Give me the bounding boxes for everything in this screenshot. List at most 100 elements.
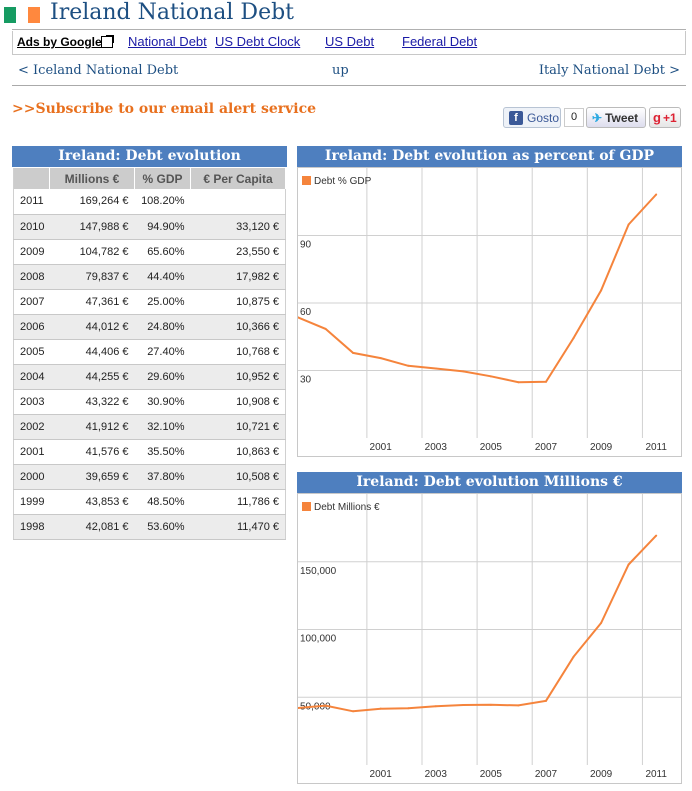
table-title: Ireland: Debt evolution	[12, 146, 287, 167]
row-per-capita: 10,768 €	[190, 339, 286, 365]
row-millions: 42,081 €	[49, 514, 135, 540]
table-header-row: Millions € % GDP € Per Capita	[13, 168, 286, 189]
data-point	[489, 375, 492, 378]
row-gdp: 24.80%	[134, 314, 191, 340]
row-millions: 39,659 €	[49, 464, 135, 490]
subscribe-link[interactable]: >>Subscribe to our email alert service	[12, 101, 317, 117]
prev-country-link[interactable]: < Iceland National Debt	[18, 63, 179, 78]
data-point	[655, 534, 658, 537]
data-point	[379, 357, 382, 360]
table-body: 2011 169,264 €108.20% 2010 147,988 €94.90% 3…	[13, 189, 286, 540]
data-point	[379, 707, 382, 710]
data-point	[655, 193, 658, 196]
tweet-button[interactable]: ✈ Tweet	[586, 107, 646, 128]
chart-millions: 150,000 100,000 50,000 2001 2003 2005 2007 2009…	[297, 493, 682, 784]
ad-link-federal-debt[interactable]: Federal Debt	[402, 34, 478, 49]
row-gdp: 25.00%	[134, 289, 191, 315]
x-tick-label: 2007	[535, 769, 558, 780]
ad-link-national-debt[interactable]: National Debt	[128, 34, 207, 49]
table-row: 2003 43,322 €30.90% 10,908 €	[13, 389, 286, 415]
data-point	[407, 707, 410, 710]
external-link-icon[interactable]	[101, 35, 114, 48]
row-millions: 47,361 €	[49, 289, 135, 315]
column-header-year	[13, 168, 50, 189]
row-millions: 79,837 €	[49, 264, 135, 290]
tweet-label: Tweet	[605, 110, 639, 125]
chart-gdp-title: Ireland: Debt evolution as percent of GD…	[297, 146, 682, 167]
up-link[interactable]: up	[332, 63, 349, 78]
data-point	[297, 706, 299, 709]
table-row: 2010 147,988 €94.90% 33,120 €	[13, 214, 286, 240]
row-gdp: 44.40%	[134, 264, 191, 290]
row-year: 2009	[13, 239, 50, 265]
twitter-bird-icon: ✈	[592, 110, 603, 125]
data-point	[517, 381, 520, 384]
legend-label: Debt % GDP	[314, 176, 372, 187]
facebook-like-button[interactable]: f Gosto	[503, 107, 561, 128]
data-point	[517, 704, 520, 707]
row-gdp: 32.10%	[134, 414, 191, 440]
row-year: 2000	[13, 464, 50, 490]
column-header-millions: Millions €	[49, 168, 135, 189]
data-point	[627, 223, 630, 226]
ad-link-us-debt-clock[interactable]: US Debt Clock	[215, 34, 301, 49]
row-per-capita: 23,550 €	[190, 239, 286, 265]
x-tick-label: 2007	[535, 442, 558, 453]
row-gdp: 37.80%	[134, 464, 191, 490]
x-tick-label: 2003	[425, 769, 448, 780]
legend-label: Debt Millions €	[314, 502, 380, 513]
row-per-capita: 17,982 €	[190, 264, 286, 290]
row-year: 2002	[13, 414, 50, 440]
table-row: 2001 41,576 €35.50% 10,863 €	[13, 439, 286, 465]
row-gdp: 30.90%	[134, 389, 191, 415]
data-point	[434, 705, 437, 708]
flag-stripe-green	[4, 7, 16, 23]
table-row: 2002 41,912 €32.10% 10,721 €	[13, 414, 286, 440]
y-tick-label: 90	[300, 240, 312, 251]
row-year: 2004	[13, 364, 50, 390]
table-row: 2008 79,837 €44.40% 17,982 €	[13, 264, 286, 290]
row-per-capita: 10,366 €	[190, 314, 286, 340]
x-tick-label: 2003	[425, 442, 448, 453]
row-year: 2005	[13, 339, 50, 365]
ads-by-google-link[interactable]: Ads by Google	[17, 35, 102, 49]
chart-gdp-svg: 90 60 30 2001 2003 2005 2007 2009 2011 Debt % GDP	[297, 168, 681, 453]
row-gdp: 94.90%	[134, 214, 191, 240]
row-per-capita: 10,908 €	[190, 389, 286, 415]
row-year: 1999	[13, 489, 50, 515]
x-tick-label: 2011	[645, 769, 667, 780]
table-row: 1998 42,081 €53.60% 11,470 €	[13, 514, 286, 540]
next-country-link[interactable]: Italy National Debt >	[538, 63, 680, 78]
row-year: 2008	[13, 264, 50, 290]
data-point	[544, 380, 547, 383]
data-point	[572, 337, 575, 340]
table-row: 2004 44,255 €29.60% 10,952 €	[13, 364, 286, 390]
series-line	[297, 534, 657, 713]
data-point	[324, 327, 327, 330]
y-tick-label: 150,000	[300, 566, 337, 577]
row-gdp: 35.50%	[134, 439, 191, 465]
legend-swatch	[302, 502, 311, 511]
ad-link-us-debt[interactable]: US Debt	[325, 34, 375, 49]
row-year: 2007	[13, 289, 50, 315]
data-point	[572, 655, 575, 658]
row-gdp: 27.40%	[134, 339, 191, 365]
row-millions: 41,912 €	[49, 414, 135, 440]
y-tick-label: 100,000	[300, 634, 337, 645]
data-point	[352, 710, 355, 713]
google-plus-button[interactable]: g +1	[649, 107, 681, 128]
table-row: 2005 44,406 €27.40% 10,768 €	[13, 339, 286, 365]
row-year: 1998	[13, 514, 50, 540]
x-tick-label: 2001	[370, 769, 393, 780]
table-row: 2000 39,659 €37.80% 10,508 €	[13, 464, 286, 490]
data-point	[352, 351, 355, 354]
legend-swatch	[302, 176, 311, 185]
row-millions: 104,782 €	[49, 239, 135, 265]
data-point	[407, 364, 410, 367]
row-per-capita: 11,786 €	[190, 489, 286, 515]
data-point	[462, 370, 465, 373]
google-plus-label: +1	[662, 110, 677, 125]
x-tick-label: 2001	[370, 442, 393, 453]
row-year: 2011	[13, 189, 50, 215]
